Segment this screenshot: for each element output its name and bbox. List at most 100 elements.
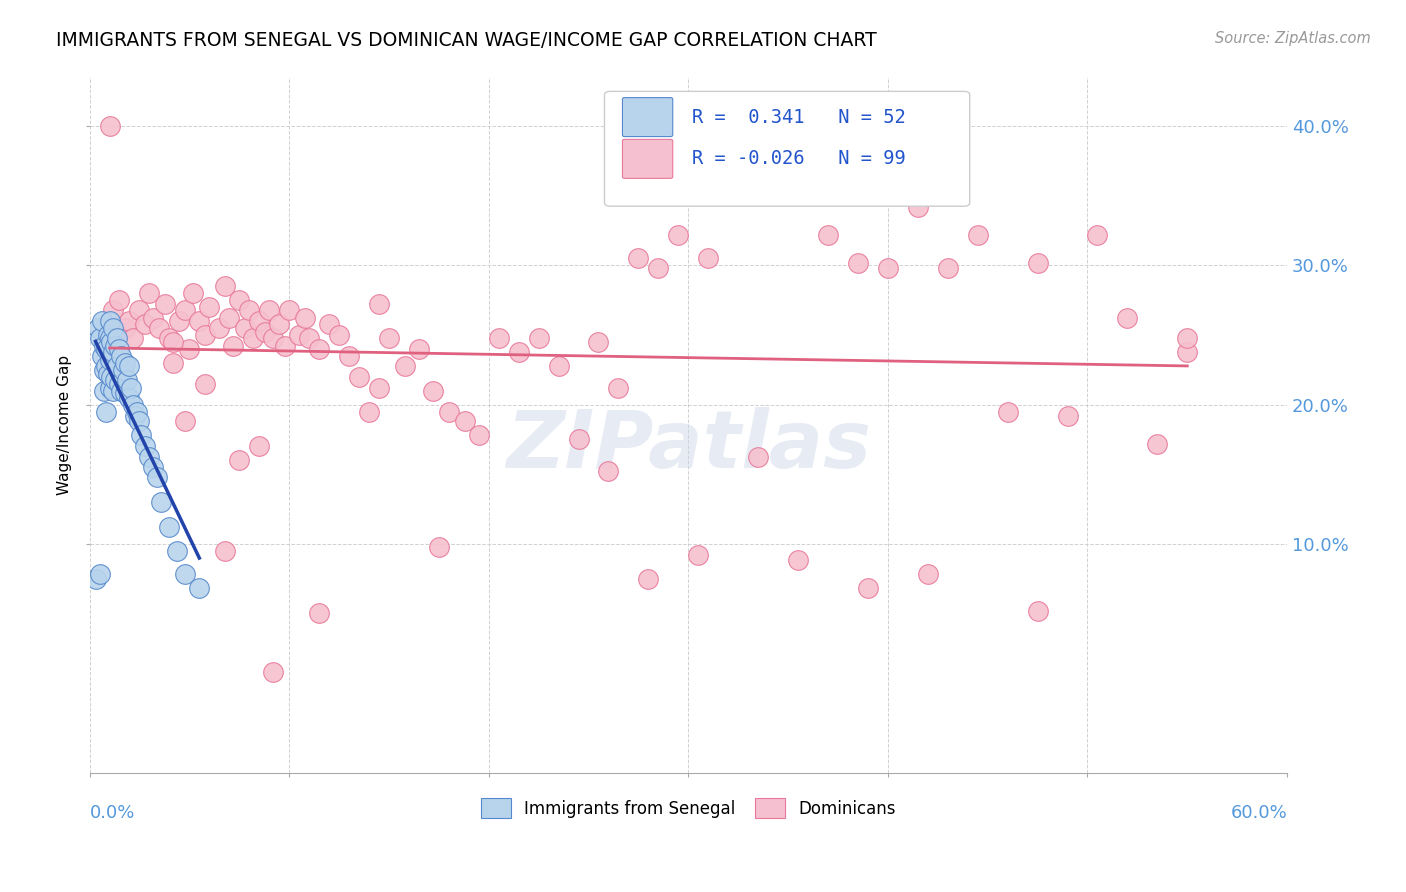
Point xyxy=(997,404,1019,418)
Point xyxy=(138,450,160,465)
Point xyxy=(262,331,284,345)
Point xyxy=(222,339,245,353)
Point xyxy=(89,331,111,345)
Point xyxy=(218,311,240,326)
Point xyxy=(846,255,869,269)
Point xyxy=(378,331,401,345)
Point xyxy=(727,136,749,150)
Point xyxy=(108,342,131,356)
Point xyxy=(467,428,489,442)
Point xyxy=(1146,436,1168,450)
FancyBboxPatch shape xyxy=(605,91,970,206)
Point xyxy=(96,367,118,381)
Point xyxy=(308,607,330,621)
Point xyxy=(174,567,197,582)
Point xyxy=(637,572,659,586)
Point xyxy=(174,414,197,428)
Point xyxy=(247,439,270,453)
Text: Source: ZipAtlas.com: Source: ZipAtlas.com xyxy=(1215,31,1371,46)
Point xyxy=(114,386,136,401)
Point xyxy=(94,342,117,356)
Legend: Immigrants from Senegal, Dominicans: Immigrants from Senegal, Dominicans xyxy=(474,792,903,824)
Point xyxy=(142,460,165,475)
Point xyxy=(110,384,132,398)
Point xyxy=(174,302,197,317)
Point xyxy=(194,328,217,343)
Point xyxy=(114,356,136,370)
Point xyxy=(917,567,939,582)
Point xyxy=(183,286,205,301)
Point xyxy=(288,328,311,343)
Point xyxy=(104,339,127,353)
Point xyxy=(508,344,530,359)
Point xyxy=(262,665,284,679)
FancyBboxPatch shape xyxy=(623,97,672,136)
Point xyxy=(90,314,112,328)
Point xyxy=(747,450,769,465)
Point xyxy=(214,543,236,558)
Point xyxy=(1026,603,1049,617)
Point xyxy=(427,540,450,554)
Text: IMMIGRANTS FROM SENEGAL VS DOMINICAN WAGE/INCOME GAP CORRELATION CHART: IMMIGRANTS FROM SENEGAL VS DOMINICAN WAG… xyxy=(56,31,877,50)
Point xyxy=(117,372,139,386)
Point xyxy=(94,359,117,373)
Point xyxy=(208,321,231,335)
Point xyxy=(194,376,217,391)
Point xyxy=(756,130,779,145)
Point xyxy=(89,567,111,582)
Point xyxy=(120,381,142,395)
Point xyxy=(598,464,620,478)
Point xyxy=(93,384,115,398)
Point xyxy=(1116,311,1139,326)
Point xyxy=(787,163,810,178)
Point xyxy=(104,372,127,386)
Point xyxy=(269,317,291,331)
Point xyxy=(787,553,810,567)
Y-axis label: Wage/Income Gap: Wage/Income Gap xyxy=(58,355,72,495)
Point xyxy=(228,293,250,307)
Point xyxy=(90,349,112,363)
Point xyxy=(547,359,569,373)
Point xyxy=(84,572,107,586)
Point xyxy=(294,311,316,326)
Point xyxy=(1175,331,1198,345)
Point xyxy=(166,543,188,558)
Point xyxy=(142,311,165,326)
Point xyxy=(298,331,321,345)
Point xyxy=(877,261,900,276)
Point xyxy=(254,325,277,339)
Point xyxy=(157,331,180,345)
Point xyxy=(118,391,141,405)
Point xyxy=(247,314,270,328)
Point xyxy=(347,369,370,384)
Point xyxy=(162,334,184,349)
Point xyxy=(93,339,115,353)
Point xyxy=(103,302,125,317)
Point xyxy=(318,317,340,331)
Point xyxy=(162,356,184,370)
Point xyxy=(966,227,988,242)
Point xyxy=(179,342,201,356)
Point xyxy=(242,331,264,345)
Point xyxy=(103,384,125,398)
Point xyxy=(422,384,444,398)
Point xyxy=(907,200,929,214)
Point xyxy=(122,331,145,345)
Point xyxy=(157,520,180,534)
Point xyxy=(148,321,170,335)
Point xyxy=(134,439,156,453)
Point xyxy=(107,359,129,373)
Point xyxy=(527,331,550,345)
Point xyxy=(146,470,169,484)
Point xyxy=(1175,344,1198,359)
Point xyxy=(1026,255,1049,269)
Point xyxy=(110,349,132,363)
Point xyxy=(238,302,260,317)
Point xyxy=(94,404,117,418)
Point xyxy=(131,428,153,442)
Point xyxy=(647,261,669,276)
Point xyxy=(607,381,630,395)
Point xyxy=(357,404,380,418)
Point xyxy=(112,363,135,377)
Point xyxy=(128,302,150,317)
